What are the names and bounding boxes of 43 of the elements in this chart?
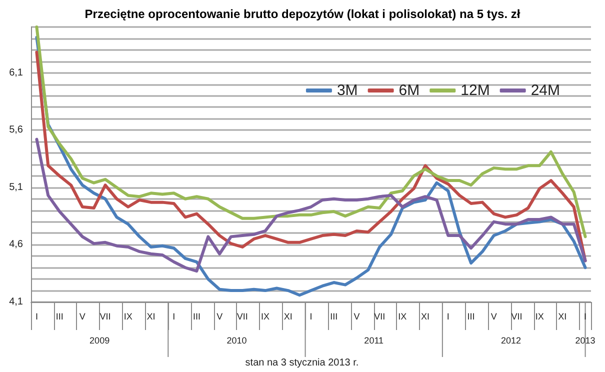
x-tick-label: I: [584, 312, 587, 322]
x-tick-label: I: [35, 312, 38, 322]
y-tick-label: 4,6: [9, 239, 24, 250]
legend-label: 12M: [460, 82, 490, 99]
x-tick-label: XI: [146, 312, 156, 322]
chart-title: Przeciętne oprocentowanie brutto depozytów (lokat i polisolokat) na 5 tys. zł: [84, 7, 521, 21]
x-tick-label: IX: [535, 312, 544, 322]
x-tick-label: VII: [374, 312, 386, 322]
x-tick-label: V: [216, 312, 223, 322]
legend-label: 6M: [398, 82, 420, 99]
x-tick-label: IX: [124, 312, 132, 322]
text: 2012: [500, 336, 522, 346]
x-tick-label: V: [79, 312, 86, 322]
x-tick-label: I: [172, 312, 176, 322]
x-tick-label: III: [56, 312, 64, 322]
x-tick-label: III: [330, 312, 338, 322]
x-tick-label: XI: [284, 312, 292, 322]
x-tick-label: I: [310, 312, 312, 322]
line-series: [35, 26, 587, 238]
text: 2013: [575, 336, 596, 346]
x-tick-label: V: [490, 312, 497, 322]
x-tick-label: I: [446, 312, 450, 322]
x-tick-label: VII: [100, 312, 111, 322]
x-tick-label: VII: [511, 312, 522, 322]
y-tick-label: 4,1: [9, 296, 24, 308]
x-tick-label: V: [354, 312, 360, 322]
y-tick-label: 6,1: [9, 67, 24, 78]
text: 2011: [364, 336, 384, 346]
x-tick-label: XI: [421, 312, 430, 322]
legend-label: 3M: [336, 82, 358, 99]
text: 2010: [226, 336, 247, 346]
x-tick-label: VII: [236, 312, 248, 322]
text: 2009: [90, 336, 110, 346]
line-series: [35, 138, 587, 273]
x-tick-label: XI: [558, 312, 567, 322]
x-tick-label: IX: [398, 312, 407, 322]
text: stan na 3 stycznia 2013 r.: [245, 358, 359, 368]
y-tick-label: 5,6: [9, 124, 24, 136]
x-tick-label: IX: [261, 312, 270, 322]
x-tick-label: III: [467, 312, 475, 322]
x-tick-label: III: [192, 312, 200, 322]
y-tick-label: 5,1: [9, 182, 24, 193]
legend-label: 24M: [530, 82, 560, 99]
